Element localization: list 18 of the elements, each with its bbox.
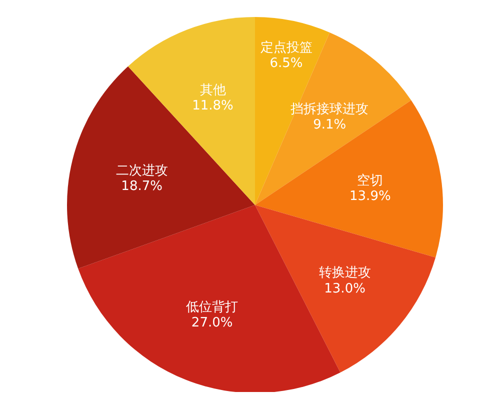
data-label: 27.0% — [191, 315, 233, 330]
slice-label: 二次进攻 — [116, 163, 168, 178]
data-label: 9.1% — [313, 117, 346, 132]
slice-label: 低位背打 — [186, 300, 238, 315]
pie-slice — [255, 205, 436, 373]
slice-label: 定点投篮 — [260, 40, 312, 56]
slice-label: 转换进攻 — [318, 266, 371, 281]
slice-label: 其他 — [200, 82, 226, 98]
data-label: 13.9% — [350, 189, 391, 204]
slice-label: 挡拆接球进攻 — [290, 102, 369, 117]
pie-slice — [255, 100, 443, 258]
data-label: 18.7% — [121, 179, 162, 194]
slice-label: 空切 — [357, 174, 384, 189]
data-label: 6.5% — [270, 56, 303, 72]
pie-slice — [67, 66, 255, 269]
data-label: 11.8% — [192, 98, 234, 114]
pie-slice — [255, 32, 412, 205]
data-label: 13.0% — [324, 281, 366, 296]
